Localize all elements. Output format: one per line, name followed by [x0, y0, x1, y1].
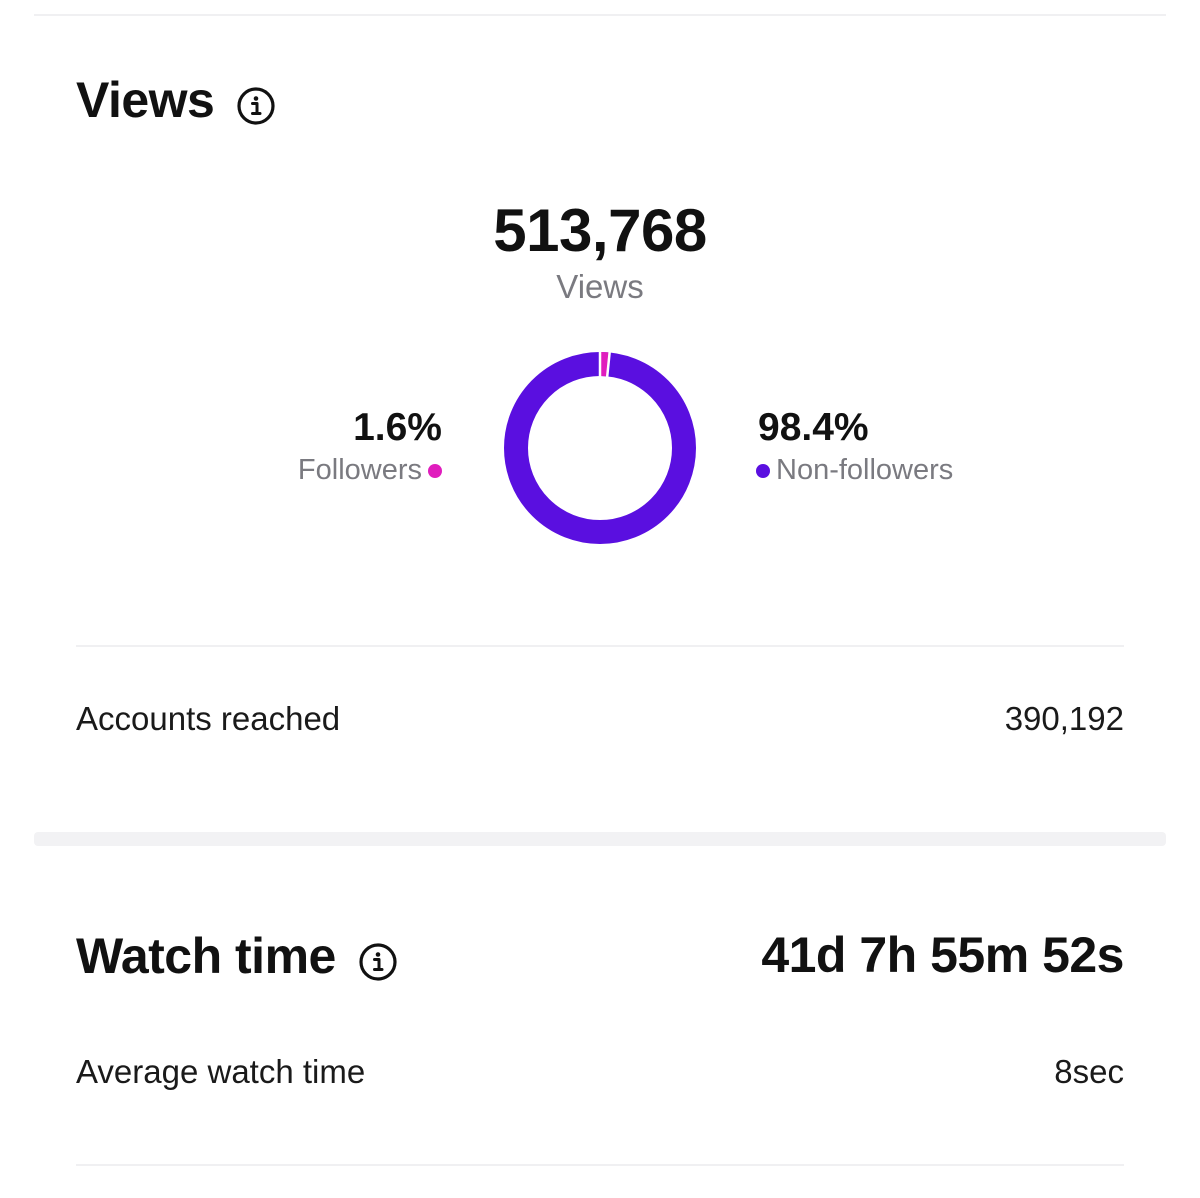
views-info-icon[interactable]	[236, 80, 276, 125]
watch-time-section-title: Watch time	[76, 926, 398, 986]
accounts-reached-label: Accounts reached	[76, 700, 341, 737]
watch-time-info-icon[interactable]	[358, 936, 398, 981]
watch-time-title-text: Watch time	[76, 928, 336, 984]
views-total-label: Views	[556, 268, 644, 305]
followers-legend: Followers	[298, 454, 442, 487]
section-separator	[34, 832, 1166, 846]
non-followers-percentage: 98.4%	[758, 406, 869, 449]
views-section-title: Views	[76, 70, 276, 130]
watch-time-divider	[76, 1164, 1124, 1166]
non-followers-legend-dot	[756, 463, 770, 478]
donut-segment-separator	[605, 351, 611, 378]
followers-legend-label: Followers	[297, 454, 422, 486]
accounts-reached-value: 390,192	[1004, 700, 1124, 737]
non-followers-legend: Non-followers	[756, 454, 953, 487]
non-followers-legend-label: Non-followers	[776, 454, 954, 486]
views-divider	[76, 645, 1124, 647]
views-donut-chart	[502, 350, 698, 546]
followers-legend-dot	[428, 463, 442, 478]
views-title-text: Views	[76, 72, 215, 128]
donut-svg	[504, 351, 696, 544]
average-watch-time-value: 8sec	[1054, 1053, 1124, 1090]
watch-time-total: 41d 7h 55m 52s	[761, 927, 1124, 983]
average-watch-time-label: Average watch time	[76, 1053, 366, 1090]
views-total: 513,768	[493, 197, 707, 264]
followers-percentage: 1.6%	[353, 406, 442, 449]
top-divider	[34, 14, 1166, 16]
donut-non-followers-segment	[504, 352, 696, 544]
